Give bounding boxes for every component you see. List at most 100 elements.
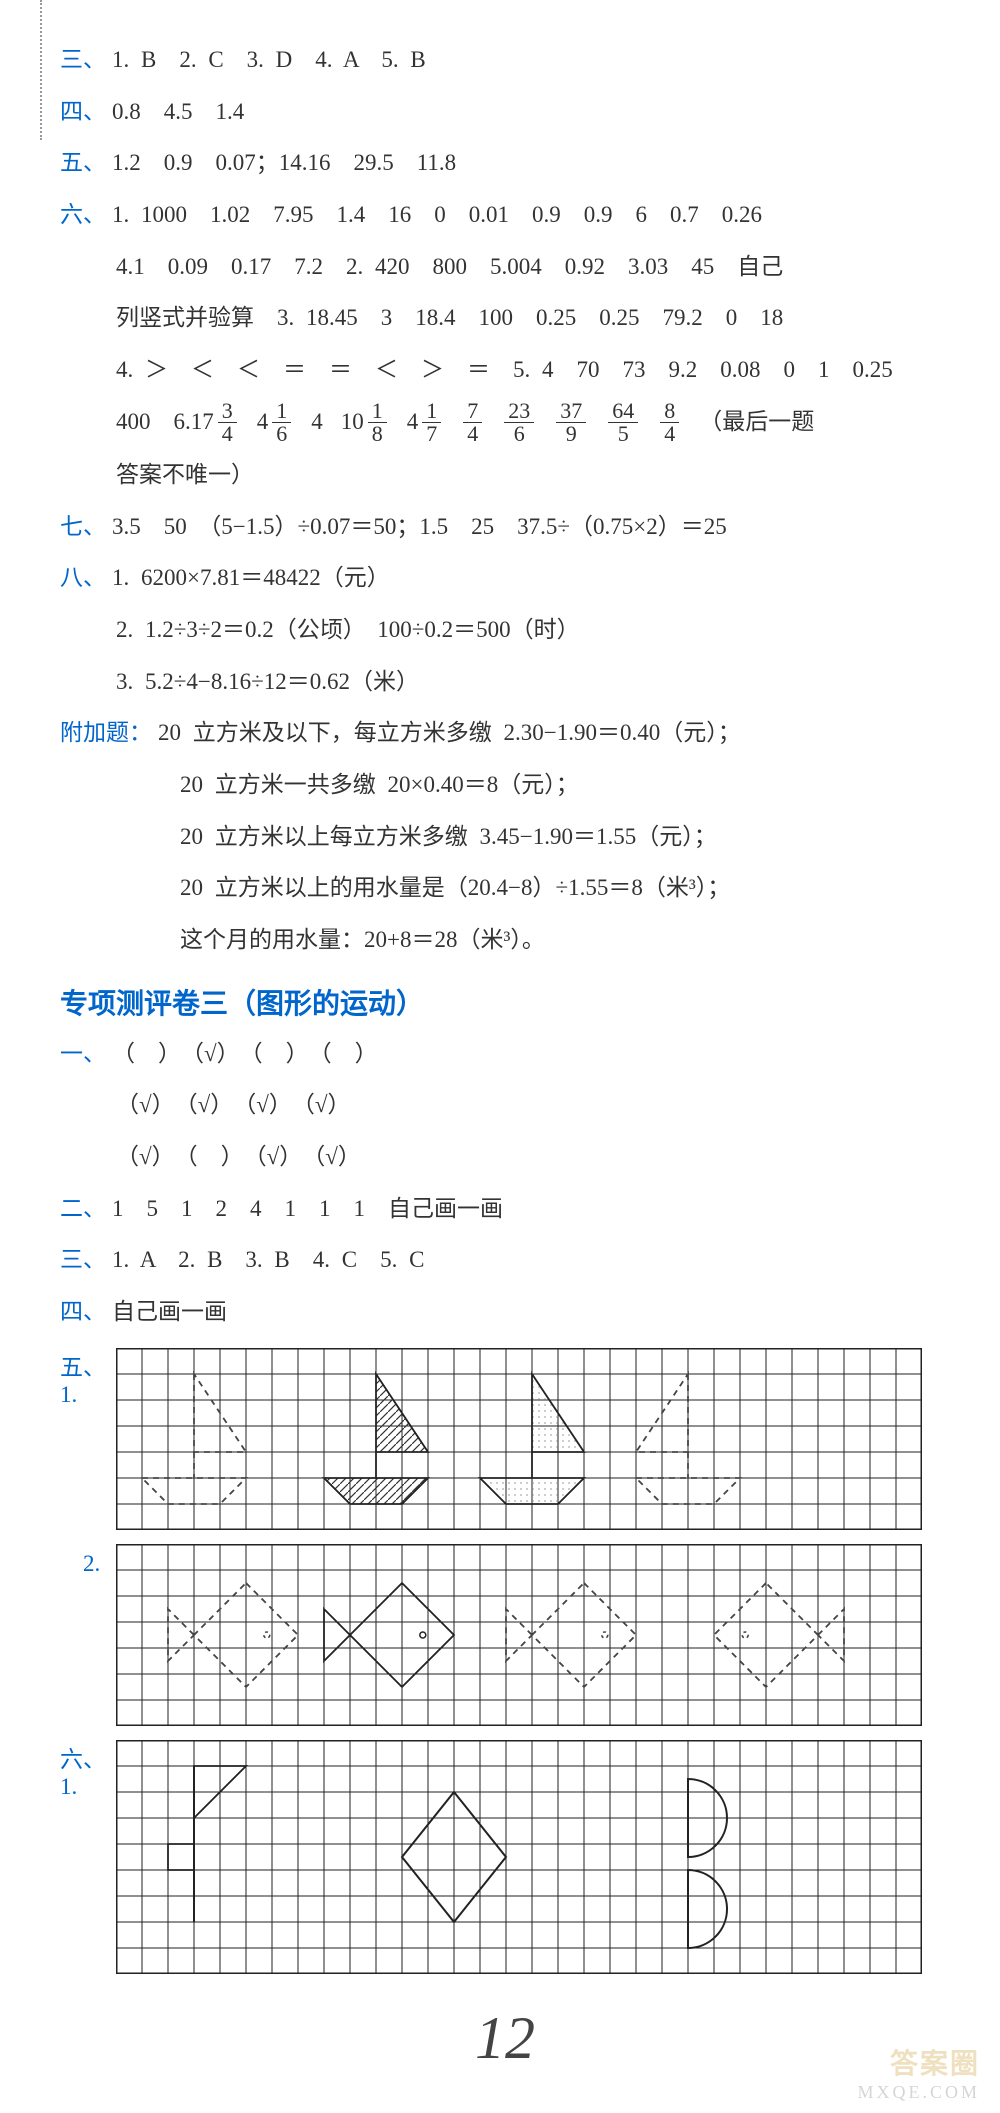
grid-figure-6-1 xyxy=(116,1740,922,1974)
row-san: 三、 1. B 2. C 3. D 4. A 5. B xyxy=(60,38,950,82)
label-wu: 五、 xyxy=(60,141,106,185)
label-qi: 七、 xyxy=(60,505,106,549)
mixed-fraction: 74 xyxy=(461,400,484,445)
mixed-fraction: 4 xyxy=(311,400,323,444)
fraction: 17 xyxy=(422,400,441,445)
row-ba-2: 2. 1.2÷3÷2＝0.2（公顷） 100÷0.2＝500（时） xyxy=(60,608,950,652)
fraction-denominator: 8 xyxy=(368,423,387,445)
label-s2-san: 三、 xyxy=(60,1238,106,1282)
label-s2-si: 四、 xyxy=(60,1290,106,1334)
row-liu-4: 4. ＞ ＜ ＜ ＝ ＝ ＜ ＞ ＝ 5. 4 70 73 9.2 0.08 0… xyxy=(60,348,950,392)
row-liu-2: 4.1 0.09 0.17 7.2 2. 420 800 5.004 0.92 … xyxy=(60,245,950,289)
mixed-fraction: 236 xyxy=(502,400,536,445)
row-liu-3: 列竖式并验算 3. 18.45 3 18.4 100 0.25 0.25 79.… xyxy=(60,296,950,340)
fraction-denominator: 9 xyxy=(562,423,581,445)
row-s2-wu-1: 五、1. xyxy=(60,1348,950,1530)
section-heading: 专项测评卷三（图形的运动） xyxy=(60,982,950,1022)
text-s2-er: 1 5 1 2 4 1 1 1 自己画一画 xyxy=(112,1187,503,1231)
row-fujia-4: 20 立方米以上的用水量是（20.4−8）÷1.55＝8（米³）； xyxy=(60,866,950,910)
mixed-fraction: 417 xyxy=(407,400,444,445)
row-s2-yi-1: 一、 （ ） （√） （ ） （ ） xyxy=(60,1032,950,1076)
text-liu1: 1. 1000 1.02 7.95 1.4 16 0 0.01 0.9 0.9 … xyxy=(112,193,762,237)
text-fujia3: 20 立方米以上每立方米多缴 3.45−1.90＝1.55（元）； xyxy=(180,815,717,859)
text-qi: 3.5 50 （5−1.5）÷0.07＝50；1.5 25 37.5÷（0.75… xyxy=(112,505,727,549)
fraction-numerator: 3 xyxy=(218,400,237,423)
row-s2-yi-2: （√） （√） （√） （√） xyxy=(60,1083,950,1127)
fraction-numerator: 1 xyxy=(272,400,291,423)
label-s2-liu: 六、1. xyxy=(60,1740,116,1800)
label-liu: 六、 xyxy=(60,193,106,237)
mixed-fraction: 84 xyxy=(658,400,681,445)
fraction: 74 xyxy=(463,400,482,445)
fraction-numerator: 37 xyxy=(556,400,586,423)
fraction-whole: 17 xyxy=(191,400,214,444)
grid-figure-5-2 xyxy=(116,1544,922,1726)
fraction: 16 xyxy=(272,400,291,445)
handwritten-page-number: 12 xyxy=(60,2004,950,2073)
watermark: 答案圈 MXQE.COM xyxy=(857,2042,980,2103)
row-liu-1: 六、 1. 1000 1.02 7.95 1.4 16 0 0.01 0.9 0… xyxy=(60,193,950,237)
row-liu-6: 答案不唯一） xyxy=(60,453,950,497)
fraction-denominator: 4 xyxy=(218,423,237,445)
spacer-5-2: 2. xyxy=(60,1544,116,1578)
text-liu2: 4.1 0.09 0.17 7.2 2. 420 800 5.004 0.92 … xyxy=(116,245,783,289)
row-qi: 七、 3.5 50 （5−1.5）÷0.07＝50；1.5 25 37.5÷（0… xyxy=(60,505,950,549)
fraction-whole: 4 xyxy=(407,400,419,444)
row-ba-3: 3. 5.2÷4−8.16÷12＝0.62（米） xyxy=(60,660,950,704)
text-liu5-suffix: （最后一题 xyxy=(699,400,814,444)
row-s2-san: 三、 1. A 2. B 3. B 4. C 5. C xyxy=(60,1238,950,1282)
text-san: 1. B 2. C 3. D 4. A 5. B xyxy=(112,38,426,82)
row-s2-si: 四、 自己画一画 xyxy=(60,1290,950,1334)
label-san: 三、 xyxy=(60,38,106,82)
text-s2-san: 1. A 2. B 3. B 4. C 5. C xyxy=(112,1238,424,1282)
text-ba1: 1. 6200×7.81＝48422（元） xyxy=(112,556,390,600)
row-fujia-5: 这个月的用水量：20+8＝28（米³）。 xyxy=(60,918,950,962)
fraction: 34 xyxy=(218,400,237,445)
mixed-fraction: 1734 xyxy=(191,400,239,445)
row-si: 四、 0.8 4.5 1.4 xyxy=(60,90,950,134)
fraction-numerator: 1 xyxy=(422,400,441,423)
label-s2-wu-text: 五、 xyxy=(60,1355,106,1380)
text-wu: 1.2 0.9 0.07；14.16 29.5 11.8 xyxy=(112,141,456,185)
row-ba-1: 八、 1. 6200×7.81＝48422（元） xyxy=(60,556,950,600)
text-s2-yi1: （ ） （√） （ ） （ ） xyxy=(112,1032,378,1076)
fraction-numerator: 23 xyxy=(504,400,534,423)
row-s2-liu-1: 六、1. xyxy=(60,1740,950,1974)
text-ba3: 3. 5.2÷4−8.16÷12＝0.62（米） xyxy=(116,660,419,704)
fraction-denominator: 7 xyxy=(422,423,441,445)
grid-figure-5-1 xyxy=(116,1348,922,1530)
text-liu5-prefix: 400 6. xyxy=(116,400,191,444)
row-liu-5-fractions: 400 6. 1734416410184177423637964584（最后一题 xyxy=(60,400,950,445)
fraction-numerator: 1 xyxy=(368,400,387,423)
fraction-numerator: 64 xyxy=(608,400,638,423)
left-dotted-rule xyxy=(40,0,42,140)
text-ba2: 2. 1.2÷3÷2＝0.2（公顷） 100÷0.2＝500（时） xyxy=(116,608,580,652)
label-s2-wu: 五、1. xyxy=(60,1348,116,1408)
fraction: 236 xyxy=(504,400,534,445)
row-fujia-2: 20 立方米一共多缴 20×0.40＝8（元）； xyxy=(60,763,950,807)
label-s2-liu-text: 六、 xyxy=(60,1747,106,1772)
label-si: 四、 xyxy=(60,90,106,134)
mixed-fraction: 645 xyxy=(606,400,640,445)
fraction-denominator: 6 xyxy=(272,423,291,445)
row-fujia-3: 20 立方米以上每立方米多缴 3.45−1.90＝1.55（元）； xyxy=(60,815,950,859)
fraction-whole: 10 xyxy=(341,400,364,444)
label-fujia: 附加题： xyxy=(60,711,152,755)
fraction-denominator: 4 xyxy=(463,423,482,445)
label-s2-er: 二、 xyxy=(60,1187,106,1231)
fraction-whole: 4 xyxy=(257,400,269,444)
watermark-url: MXQE.COM xyxy=(857,2082,980,2103)
text-si: 0.8 4.5 1.4 xyxy=(112,90,244,134)
fraction-denominator: 6 xyxy=(510,423,529,445)
text-fujia4: 20 立方米以上的用水量是（20.4−8）÷1.55＝8（米³）； xyxy=(180,866,730,910)
fraction-denominator: 4 xyxy=(660,423,679,445)
row-fujia-1: 附加题： 20 立方米及以下，每立方米多缴 2.30−1.90＝0.40（元）； xyxy=(60,711,950,755)
mixed-fraction: 379 xyxy=(554,400,588,445)
fraction-denominator: 5 xyxy=(614,423,633,445)
text-s2-yi3: （√） （ ） （√） （√） xyxy=(116,1135,361,1179)
row-s2-wu-2: 2. xyxy=(60,1544,950,1726)
mixed-fraction: 416 xyxy=(257,400,294,445)
row-s2-er: 二、 1 5 1 2 4 1 1 1 自己画一画 xyxy=(60,1187,950,1231)
row-wu: 五、 1.2 0.9 0.07；14.16 29.5 11.8 xyxy=(60,141,950,185)
row-s2-yi-3: （√） （ ） （√） （√） xyxy=(60,1135,950,1179)
